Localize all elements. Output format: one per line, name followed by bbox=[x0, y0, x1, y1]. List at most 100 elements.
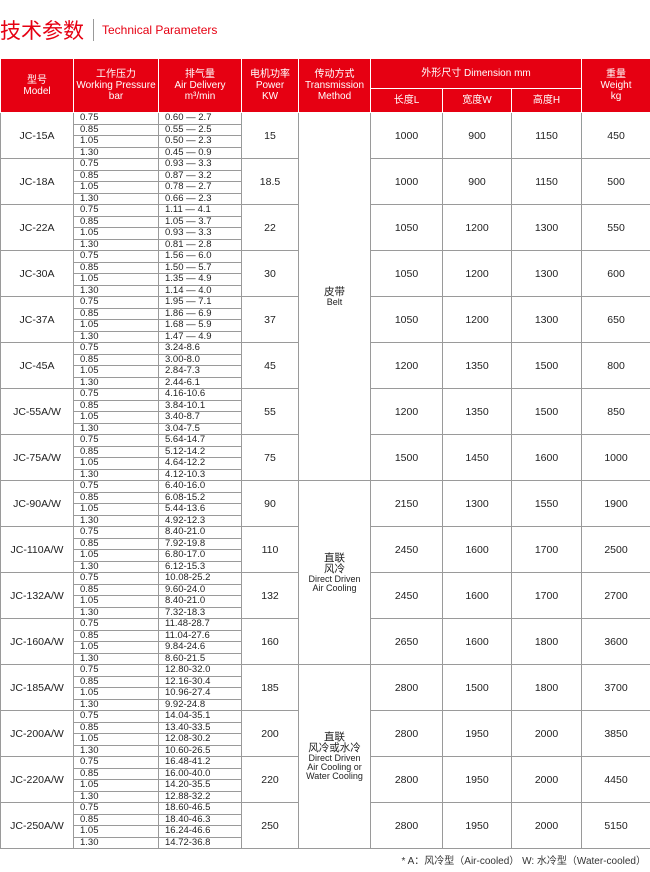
row: 1.05 1.68 — 5.9 bbox=[1, 319, 650, 332]
row: 1.05 12.08-30.2 bbox=[1, 733, 650, 746]
power-cell: 15 bbox=[241, 112, 299, 159]
delivery-cell: 8.40-21.0 bbox=[158, 526, 242, 539]
row: JC-90A/W 0.75 6.40-16.0 90 直联 风冷 Direct Driven… bbox=[0, 480, 650, 665]
row: JC-15A 0.75 0.60 — 2.7 15 皮带 Belt 1000 900 1150 4… bbox=[0, 112, 650, 481]
delivery-cell: 18.60-46.5 bbox=[158, 802, 242, 815]
delivery-cell: 1.11 — 4.1 bbox=[158, 204, 242, 217]
pressure-cell: 1.30 bbox=[73, 146, 159, 159]
row: JC-160A/W 0.75 11.48-28.7 160 2650 1600 1800 36… bbox=[0, 618, 650, 665]
weight-cell: 1900 bbox=[581, 480, 650, 527]
delivery-cell: 12.16-30.4 bbox=[158, 675, 242, 688]
delivery-cell: 4.16-10.6 bbox=[158, 388, 242, 401]
delivery-cell: 2.84-7.3 bbox=[158, 365, 242, 378]
height-cell: 1550 bbox=[510, 480, 583, 527]
row: 1.30 12.88-32.2 bbox=[1, 790, 650, 803]
length-cell: 2800 bbox=[370, 756, 443, 803]
pressure-cell: 1.05 bbox=[73, 273, 159, 286]
header-cell: 型号 Model bbox=[0, 58, 74, 113]
row: 1.30 0.45 — 0.9 bbox=[1, 146, 650, 159]
row: 1.30 14.72-36.8 bbox=[1, 836, 650, 849]
text-line: Air Cooling or bbox=[307, 762, 362, 772]
width-cell: 900 bbox=[442, 158, 512, 205]
pressure-cell: 1.05 bbox=[73, 457, 159, 470]
model-cell: JC-200A/W bbox=[0, 710, 74, 757]
delivery-cell: 4.64-12.2 bbox=[158, 457, 242, 470]
row: JC-200A/W 0.75 14.04-35.1 200 2800 1950 2000 38… bbox=[0, 710, 650, 757]
pressure-cell: 1.05 bbox=[73, 825, 159, 838]
delivery-cell: 16.00-40.0 bbox=[158, 767, 242, 780]
length-cell: 1050 bbox=[370, 250, 443, 297]
header-cell: 工作压力 Working Pressure bar bbox=[73, 58, 159, 113]
pressure-cell: 0.85 bbox=[73, 399, 159, 412]
delivery-cell: 6.40-16.0 bbox=[158, 480, 242, 493]
pressure-cell: 0.85 bbox=[73, 629, 159, 642]
weight-cell: 3600 bbox=[581, 618, 650, 665]
text-line: 传动方式 bbox=[314, 69, 355, 80]
text-line: 风冷或水冷 bbox=[308, 742, 361, 754]
pressure-cell: 1.30 bbox=[73, 330, 159, 343]
pressure-cell: 1.05 bbox=[73, 641, 159, 654]
height-cell: 1500 bbox=[510, 388, 583, 435]
model-cell: JC-37A bbox=[0, 296, 74, 343]
pressure-cell: 1.30 bbox=[73, 468, 159, 481]
pressure-cell: 1.05 bbox=[73, 365, 159, 378]
delivery-cell: 1.35 — 4.9 bbox=[158, 273, 242, 286]
delivery-cell: 3.00-8.0 bbox=[158, 353, 242, 366]
row: 1.05 4.64-12.2 bbox=[1, 457, 650, 470]
pressure-cell: 0.75 bbox=[73, 388, 159, 401]
pressure-cell: 0.75 bbox=[73, 296, 159, 309]
delivery-cell: 10.60-26.5 bbox=[158, 744, 242, 757]
pressure-cell: 0.75 bbox=[73, 204, 159, 217]
pressure-cell: 1.05 bbox=[73, 779, 159, 792]
length-cell: 2800 bbox=[370, 802, 443, 849]
delivery-cell: 3.24-8.6 bbox=[158, 342, 242, 355]
power-cell: 110 bbox=[241, 526, 299, 573]
weight-cell: 850 bbox=[581, 388, 650, 435]
pressure-cell: 1.30 bbox=[73, 790, 159, 803]
header-cell: 高度H bbox=[510, 88, 583, 113]
delivery-cell: 1.05 — 3.7 bbox=[158, 215, 242, 228]
header-row: 长度L 宽度W 高度H bbox=[1, 88, 650, 113]
pressure-cell: 0.75 bbox=[73, 802, 159, 815]
header-cell: 外形尺寸 Dimension mm bbox=[369, 58, 583, 89]
width-cell: 1950 bbox=[442, 802, 512, 849]
width-cell: 1350 bbox=[442, 388, 512, 435]
row: 0.85 1.05 — 3.7 bbox=[1, 215, 650, 228]
row: JC-45A 0.75 3.24-8.6 45 1200 1350 1500 800 bbox=[0, 342, 650, 389]
power-cell: 22 bbox=[241, 204, 299, 251]
length-cell: 1000 bbox=[370, 112, 443, 159]
row: JC-110A/W 0.75 8.40-21.0 110 2450 1600 1700 250… bbox=[0, 526, 650, 573]
pressure-cell: 1.30 bbox=[73, 560, 159, 573]
text-line: Working Pressure bbox=[76, 80, 156, 91]
pressure-cell: 1.30 bbox=[73, 376, 159, 389]
delivery-cell: 1.50 — 5.7 bbox=[158, 261, 242, 274]
row: 0.85 3.84-10.1 bbox=[1, 399, 650, 412]
model-cell: JC-220A/W bbox=[0, 756, 74, 803]
delivery-cell: 0.50 — 2.3 bbox=[158, 135, 242, 148]
row: 1.30 4.92-12.3 bbox=[1, 514, 650, 527]
power-cell: 30 bbox=[241, 250, 299, 297]
power-cell: 250 bbox=[241, 802, 299, 849]
power-cell: 200 bbox=[241, 710, 299, 757]
row: 1.30 0.81 — 2.8 bbox=[1, 238, 650, 251]
pressure-cell: 0.75 bbox=[73, 434, 159, 447]
row: 1.05 9.84-24.6 bbox=[1, 641, 650, 654]
weight-cell: 500 bbox=[581, 158, 650, 205]
pressure-cell: 1.05 bbox=[73, 687, 159, 700]
length-cell: 1200 bbox=[370, 388, 443, 435]
power-cell: 185 bbox=[241, 664, 299, 711]
text-line: Transmission bbox=[304, 80, 365, 91]
delivery-cell: 6.08-15.2 bbox=[158, 491, 242, 504]
row: 0.85 6.08-15.2 bbox=[1, 491, 650, 504]
power-cell: 18.5 bbox=[241, 158, 299, 205]
delivery-cell: 12.80-32.0 bbox=[158, 664, 242, 677]
pressure-cell: 0.85 bbox=[73, 491, 159, 504]
spec-table: 型号 Model 工作压力 Working Pressure bar 排气量 Air Del… bbox=[0, 58, 650, 849]
row: JC-220A/W 0.75 16.48-41.2 220 2800 1950 2000 44… bbox=[0, 756, 650, 803]
delivery-cell: 3.84-10.1 bbox=[158, 399, 242, 412]
weight-cell: 550 bbox=[581, 204, 650, 251]
delivery-cell: 8.60-21.5 bbox=[158, 652, 242, 665]
row: 0.85 16.00-40.0 bbox=[1, 767, 650, 780]
pressure-cell: 0.85 bbox=[73, 353, 159, 366]
weight-cell: 2500 bbox=[581, 526, 650, 573]
